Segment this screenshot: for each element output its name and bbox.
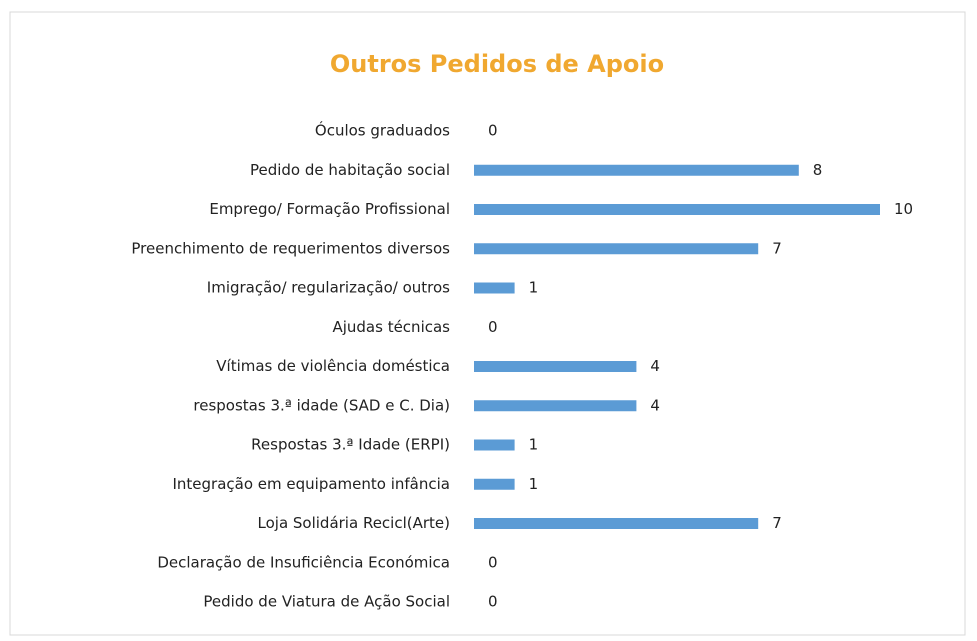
bar bbox=[474, 439, 515, 451]
bar bbox=[474, 282, 515, 294]
category-label: Loja Solidária Recicl(Arte) bbox=[258, 514, 451, 532]
bar bbox=[474, 243, 759, 255]
data-label: 8 bbox=[813, 161, 823, 179]
data-label: 7 bbox=[772, 514, 782, 532]
data-label: 4 bbox=[650, 357, 660, 375]
data-label: 10 bbox=[894, 200, 913, 218]
category-label: Declaração de Insuficiência Económica bbox=[157, 553, 450, 571]
data-label: 0 bbox=[488, 593, 498, 611]
category-label: Preenchimento de requerimentos diversos bbox=[131, 239, 450, 257]
chart-frame bbox=[9, 11, 966, 636]
category-label: respostas 3.ª idade (SAD e C. Dia) bbox=[193, 396, 450, 414]
category-label: Ajudas técnicas bbox=[332, 318, 450, 336]
data-label: 0 bbox=[488, 318, 498, 336]
chart-title: Outros Pedidos de Apoio bbox=[330, 50, 664, 78]
bar bbox=[474, 478, 515, 490]
category-label: Emprego/ Formação Profissional bbox=[209, 200, 450, 218]
category-label: Integração em equipamento infância bbox=[173, 475, 451, 493]
category-label: Respostas 3.ª Idade (ERPI) bbox=[251, 436, 450, 454]
data-label: 1 bbox=[529, 279, 539, 297]
bar bbox=[474, 164, 799, 176]
category-label: Pedido de Viatura de Ação Social bbox=[203, 593, 450, 611]
data-label: 7 bbox=[772, 239, 782, 257]
data-label: 0 bbox=[488, 122, 498, 140]
data-label: 4 bbox=[650, 396, 660, 414]
bar bbox=[474, 518, 759, 529]
category-label: Vítimas de violência doméstica bbox=[216, 357, 450, 375]
category-label: Pedido de habitação social bbox=[250, 161, 450, 179]
data-label: 0 bbox=[488, 553, 498, 571]
bar bbox=[474, 361, 637, 372]
category-label: Óculos graduados bbox=[315, 121, 450, 140]
bar bbox=[474, 204, 880, 215]
category-label: Imigração/ regularização/ outros bbox=[207, 279, 450, 297]
data-label: 1 bbox=[529, 475, 539, 493]
bar bbox=[474, 400, 637, 412]
data-label: 1 bbox=[529, 436, 539, 454]
